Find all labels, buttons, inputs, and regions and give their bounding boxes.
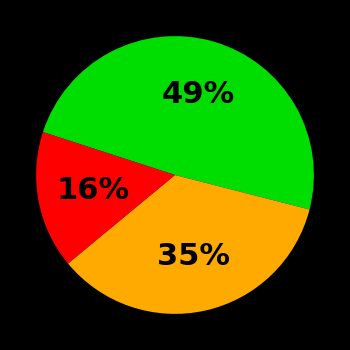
Text: 49%: 49%	[162, 80, 235, 110]
Wedge shape	[36, 132, 175, 264]
Wedge shape	[68, 175, 309, 314]
Wedge shape	[43, 36, 314, 210]
Text: 16%: 16%	[57, 176, 130, 205]
Text: 35%: 35%	[157, 242, 230, 271]
